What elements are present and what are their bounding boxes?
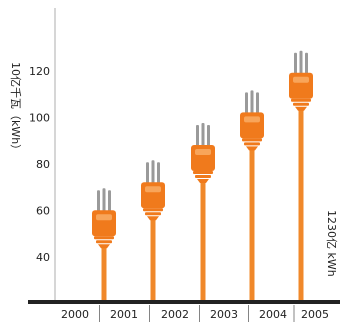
x-labels: 2000 2001 2002 2003 2004 2005 xyxy=(61,305,329,322)
plug-rib xyxy=(94,236,114,240)
bar-2004 xyxy=(240,90,264,300)
plug-prong xyxy=(97,190,100,212)
plug-cord xyxy=(249,148,255,300)
x-tick-label: 2004 xyxy=(259,308,287,321)
y-tick-label: 40 xyxy=(36,251,50,264)
plug-prong xyxy=(299,50,303,74)
plug-body xyxy=(289,72,313,99)
plug-prong xyxy=(294,52,297,74)
plug-cord xyxy=(101,246,107,300)
plugs xyxy=(92,50,313,300)
plug-prong xyxy=(108,190,111,212)
plug-taper xyxy=(197,179,209,184)
x-tick-label: 2002 xyxy=(161,308,189,321)
plug-taper xyxy=(147,216,159,221)
y-tick-label: 100 xyxy=(29,111,50,124)
plug-rib xyxy=(195,175,211,179)
x-tick-label: 2003 xyxy=(210,308,238,321)
plug-prong xyxy=(146,162,149,184)
plug-highlight xyxy=(195,149,211,156)
plug-prong xyxy=(196,125,199,147)
plug-highlight xyxy=(96,214,112,221)
plug-rib xyxy=(242,138,262,142)
total-annotation: 1230亿 kWh xyxy=(325,210,338,277)
plug-prong xyxy=(305,52,308,74)
plug-body xyxy=(141,182,165,209)
plug-cord xyxy=(200,181,206,300)
plug-taper xyxy=(295,106,307,111)
y-tick-label: 60 xyxy=(36,205,50,218)
x-tick-label: 2000 xyxy=(61,308,89,321)
plug-taper xyxy=(98,244,110,249)
plug-rib xyxy=(244,142,260,146)
x-tick-label: 2005 xyxy=(301,308,329,321)
plug-prong xyxy=(245,92,248,114)
x-axis-bar xyxy=(28,300,340,304)
bar-2003 xyxy=(191,123,215,300)
plug-prong xyxy=(207,125,210,147)
plug-rib xyxy=(293,102,309,106)
plug-rib xyxy=(143,208,163,212)
plug-body xyxy=(191,145,215,172)
bar-2005 xyxy=(289,50,313,300)
bar-2001 xyxy=(92,188,116,300)
plug-prong xyxy=(256,92,259,114)
plug-highlight xyxy=(293,76,309,83)
plug-rib xyxy=(145,212,161,216)
plug-prong xyxy=(151,160,155,184)
y-tick-label: 120 xyxy=(29,65,50,78)
plug-cord xyxy=(298,108,304,300)
x-tick-label: 2001 xyxy=(110,308,138,321)
plug-cord xyxy=(150,218,156,300)
plug-highlight xyxy=(244,116,260,123)
y-ticks: 40 60 80 100 120 xyxy=(29,65,50,264)
y-tick-label: 80 xyxy=(36,158,50,171)
bar-2002 xyxy=(141,160,165,300)
plug-rib xyxy=(291,98,311,102)
plug-prong xyxy=(157,162,160,184)
plug-rib xyxy=(96,240,112,244)
plug-body xyxy=(92,210,116,237)
plug-taper xyxy=(246,146,258,151)
plug-prong xyxy=(102,188,106,212)
plug-prong xyxy=(201,123,205,147)
plug-prong xyxy=(250,90,254,114)
plug-rib xyxy=(193,171,213,175)
plug-body xyxy=(240,112,264,139)
y-axis-title: 10亿千瓦（kWh） xyxy=(9,62,22,155)
plug-highlight xyxy=(145,186,161,193)
